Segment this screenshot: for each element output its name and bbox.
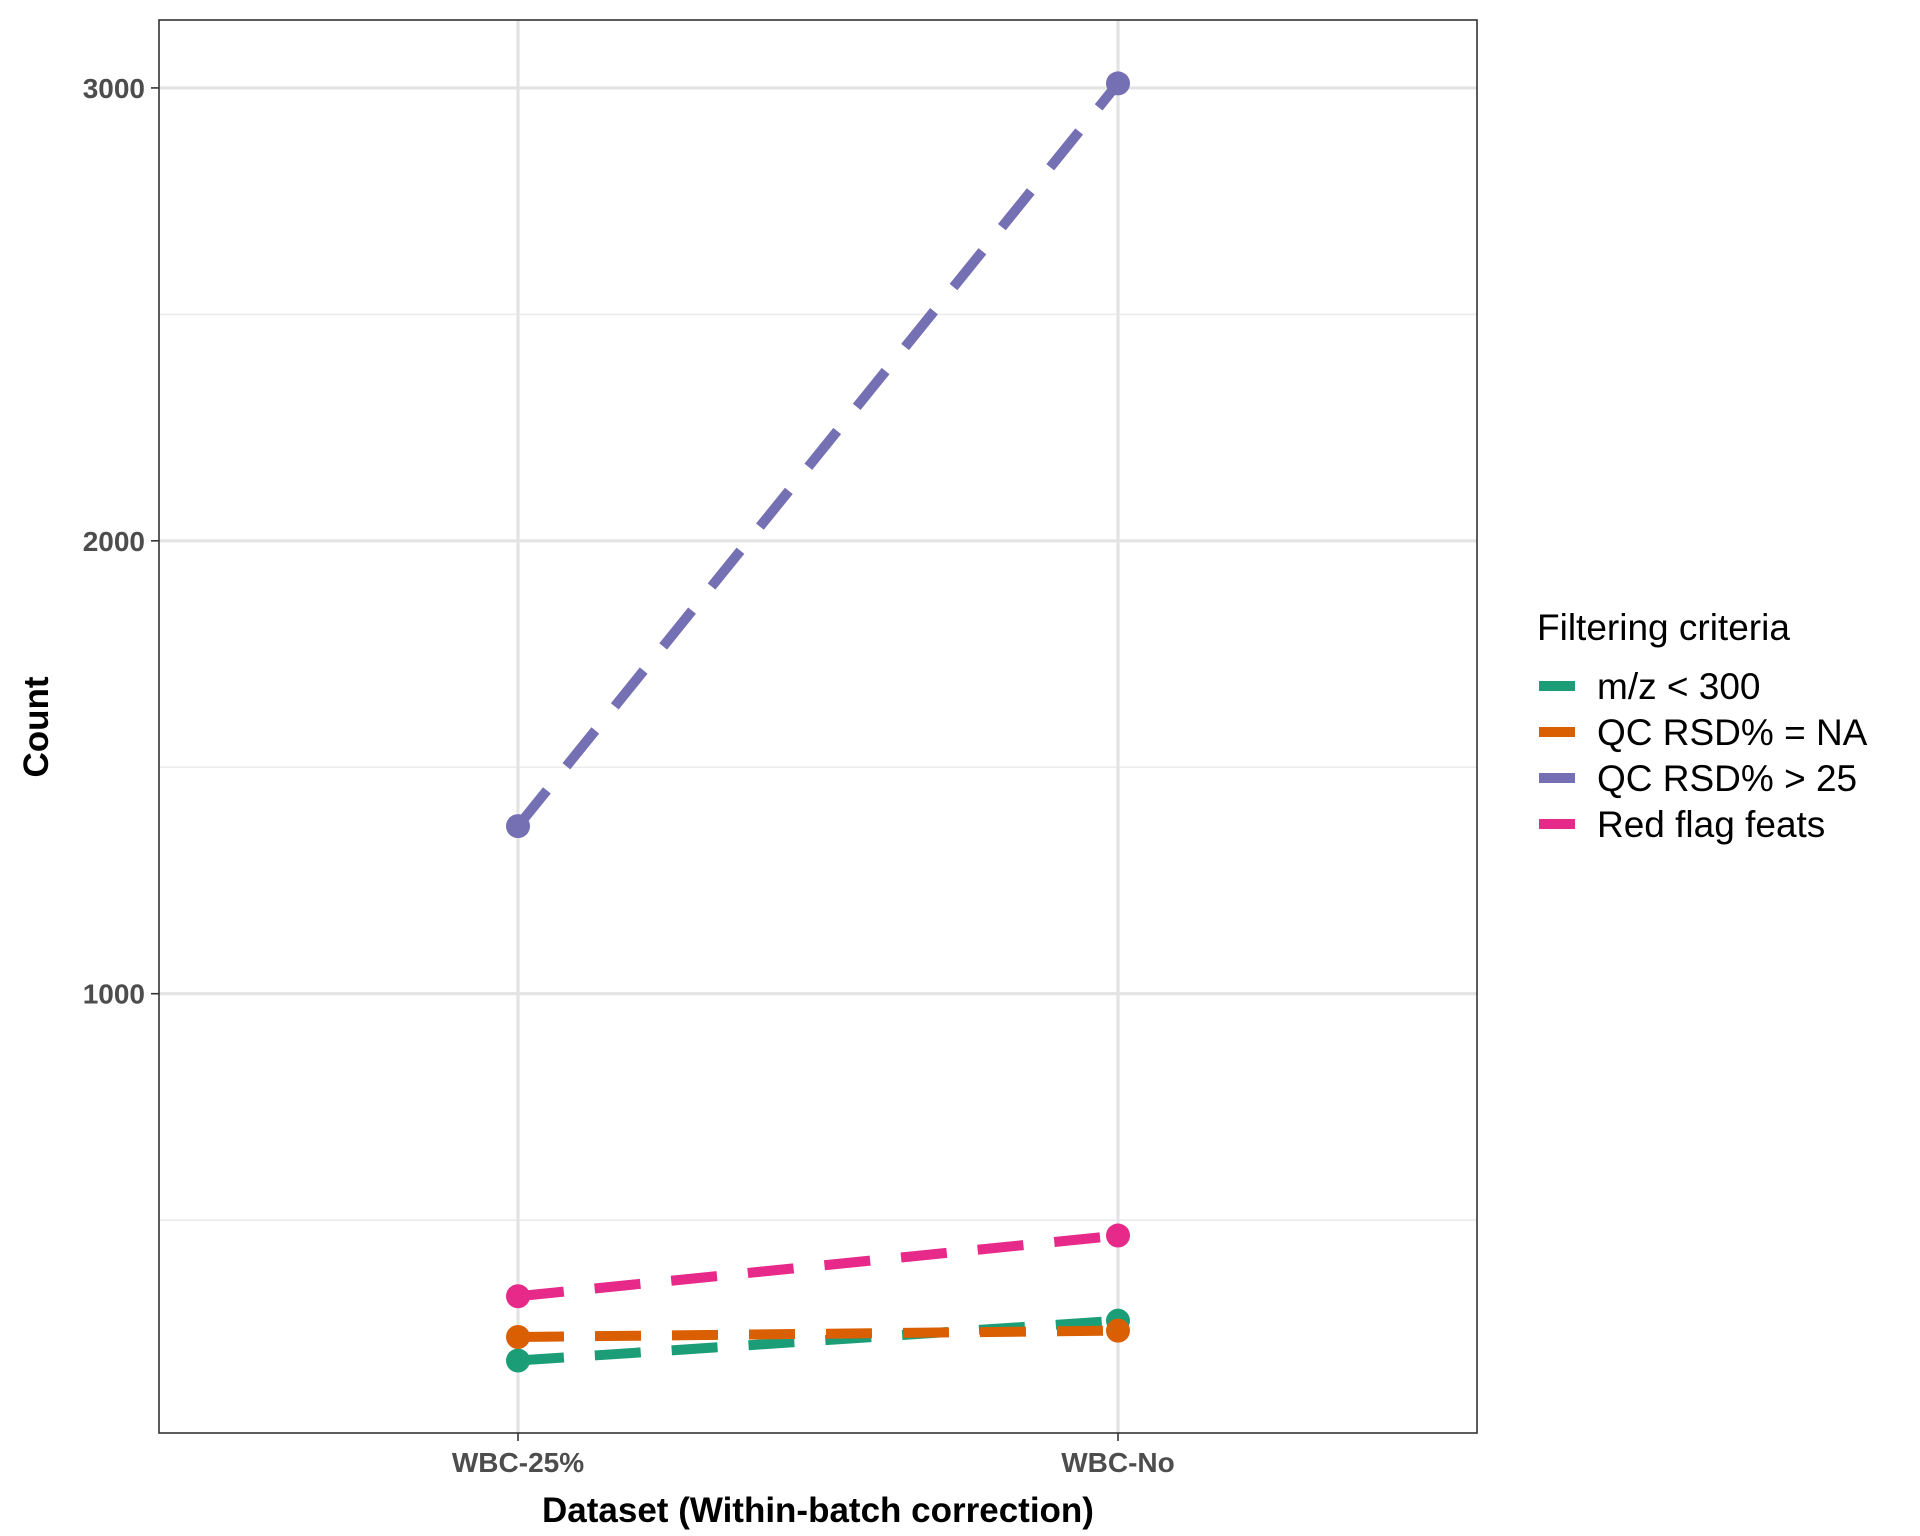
- legend-label: QC RSD% = NA: [1597, 712, 1868, 753]
- legend: Filtering criteria m/z < 300 QC RSD% = NA…: [1537, 607, 1868, 845]
- series-line: [517, 1325, 1119, 1342]
- series-1: [506, 1318, 1130, 1349]
- legend-label: QC RSD% > 25: [1597, 758, 1857, 799]
- legend-label: Red flag feats: [1597, 804, 1825, 845]
- x-tick-label: WBC-No: [1061, 1447, 1175, 1478]
- y-tick-label: 3000: [83, 73, 145, 104]
- legend-item: m/z < 300: [1539, 666, 1761, 707]
- y-tick-label: 1000: [83, 979, 145, 1010]
- x-tick-label: WBC-25%: [452, 1447, 584, 1478]
- axes: 1000 2000 3000 WBC-25% WBC-No: [83, 73, 1175, 1478]
- legend-item: QC RSD% = NA: [1539, 712, 1868, 753]
- series-line: [517, 1230, 1119, 1302]
- legend-items: m/z < 300 QC RSD% = NA QC RSD% > 25 Red fla…: [1539, 666, 1868, 845]
- series-2: [506, 71, 1130, 839]
- legend-item: Red flag feats: [1539, 804, 1825, 845]
- legend-title: Filtering criteria: [1537, 607, 1790, 648]
- data-point: [1106, 1223, 1130, 1248]
- data-point: [506, 1348, 530, 1373]
- data-point: [1106, 1318, 1130, 1343]
- y-tick-label: 2000: [83, 526, 145, 557]
- plot-panel-border: [158, 19, 1478, 1434]
- y-axis-title: Count: [17, 676, 56, 777]
- series-line: [514, 80, 1122, 830]
- data-point: [506, 814, 530, 839]
- legend-label: m/z < 300: [1597, 666, 1761, 707]
- legend-item: QC RSD% > 25: [1539, 758, 1857, 799]
- series-group: [506, 71, 1130, 1373]
- data-point: [506, 1284, 530, 1309]
- grid-lines: [159, 20, 1477, 1433]
- x-axis-title: Dataset (Within-batch correction): [542, 1491, 1094, 1530]
- data-point: [506, 1324, 530, 1349]
- series-3: [506, 1223, 1130, 1309]
- data-point: [1106, 71, 1130, 96]
